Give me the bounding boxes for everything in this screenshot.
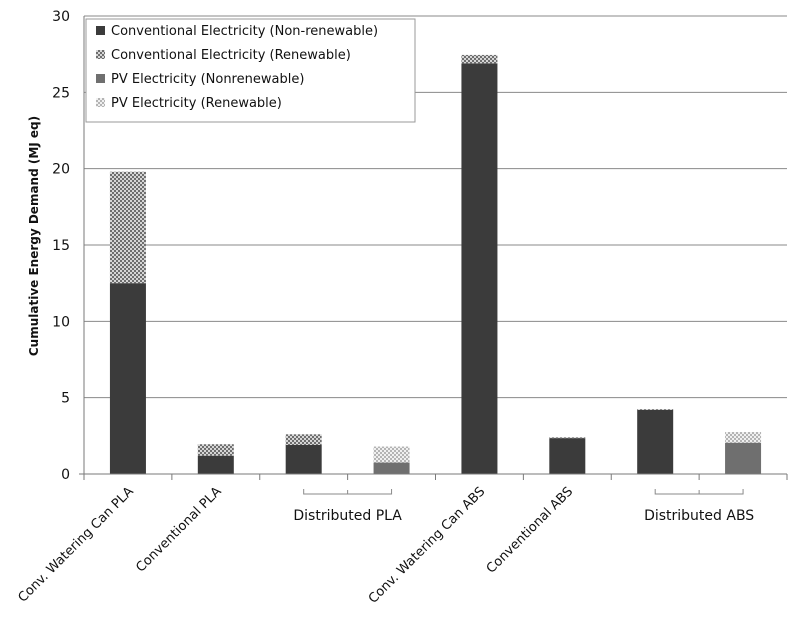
axes xyxy=(79,16,788,480)
y-tick-label: 30 xyxy=(52,9,70,25)
x-category-label: Conv. Watering Can PLA xyxy=(15,484,136,605)
x-category-label: Conventional ABS xyxy=(484,484,576,576)
bar-segment xyxy=(285,444,322,474)
y-tick-label: 10 xyxy=(52,314,70,330)
bar-segment xyxy=(549,438,586,474)
legend-swatch xyxy=(96,26,105,35)
legend: Conventional Electricity (Non-renewable)… xyxy=(85,18,416,123)
bar-segment xyxy=(725,442,762,474)
legend-label: Conventional Electricity (Renewable) xyxy=(111,48,351,63)
group-label: Distributed ABS xyxy=(644,508,754,524)
y-tick-label: 0 xyxy=(61,467,70,483)
x-category-label: Conventional PLA xyxy=(133,484,224,575)
bar-segment xyxy=(373,446,410,463)
y-tick-labels: 0 5 10 15 20 25 30 xyxy=(52,9,70,483)
y-axis-title: Cumulative Energy Demand (MJ eq) xyxy=(27,116,41,356)
legend-label: PV Electricity (Renewable) xyxy=(111,96,282,111)
bar-segment xyxy=(373,462,410,474)
bar-segment xyxy=(197,444,234,456)
legend-swatch xyxy=(96,74,105,83)
x-category-label: Conv. Watering Can ABS xyxy=(366,484,488,606)
bar-segment xyxy=(637,409,674,410)
bar-segment xyxy=(461,54,498,64)
group-label: Distributed PLA xyxy=(293,508,402,524)
bar-segment xyxy=(109,283,146,474)
bar-segment xyxy=(637,409,674,474)
y-tick-label: 20 xyxy=(52,162,70,178)
y-tick-label: 15 xyxy=(52,238,70,254)
legend-label: Conventional Electricity (Non-renewable) xyxy=(111,24,378,39)
bars xyxy=(109,54,762,475)
group-bracket xyxy=(303,489,393,495)
legend-label: PV Electricity (Nonrenewable) xyxy=(111,72,304,87)
legend-swatch xyxy=(96,98,105,107)
bar-segment xyxy=(197,455,234,474)
bar-segment xyxy=(285,434,322,445)
legend-box xyxy=(85,18,416,123)
y-tick-label: 5 xyxy=(61,391,70,407)
group-brackets: Distributed PLA Distributed ABS xyxy=(293,489,754,524)
y-tick-label: 25 xyxy=(52,85,70,101)
bar-segment xyxy=(109,171,146,284)
group-bracket xyxy=(654,489,744,495)
bar-segment xyxy=(725,432,762,443)
bar-segment xyxy=(461,63,498,475)
bar-segment xyxy=(549,437,586,439)
legend-swatch xyxy=(96,50,105,59)
